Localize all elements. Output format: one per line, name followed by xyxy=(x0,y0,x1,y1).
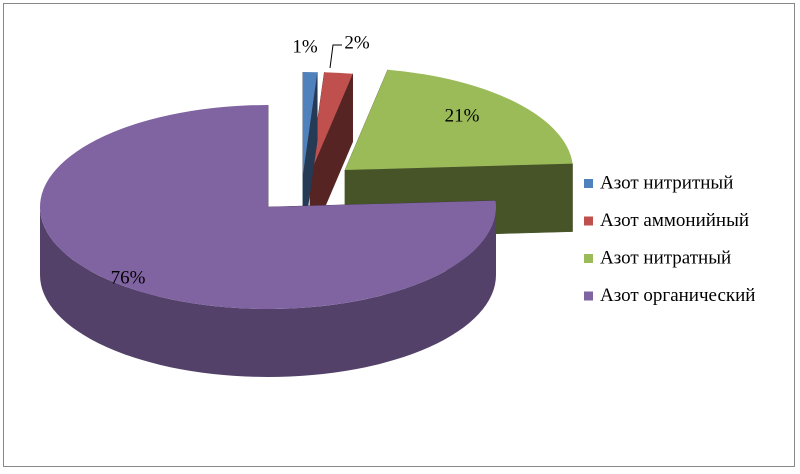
slice xyxy=(39,105,496,309)
legend-label: Азот нитратный xyxy=(600,247,731,268)
legend-swatch xyxy=(584,179,593,188)
legend-swatch xyxy=(584,291,593,301)
legend-swatch xyxy=(584,254,593,263)
data-label: 2% xyxy=(344,32,370,53)
legend-label: Азот аммонийный xyxy=(600,210,749,231)
slice-wall xyxy=(40,207,496,377)
leader-line xyxy=(329,44,342,69)
slice xyxy=(345,69,573,170)
slice xyxy=(303,72,318,174)
slice xyxy=(310,72,353,174)
legend-swatch xyxy=(584,216,593,226)
pie: 1% 2% 21% 76% xyxy=(39,32,573,377)
data-label: 21% xyxy=(445,105,480,126)
legend: Азот нитритный Азот аммонийный Азот нитрат… xyxy=(584,172,755,306)
legend-label: Азот органический xyxy=(600,285,755,306)
legend-label: Азот нитритный xyxy=(600,172,733,193)
data-label: 1% xyxy=(292,36,318,57)
data-label: 76% xyxy=(111,267,146,288)
